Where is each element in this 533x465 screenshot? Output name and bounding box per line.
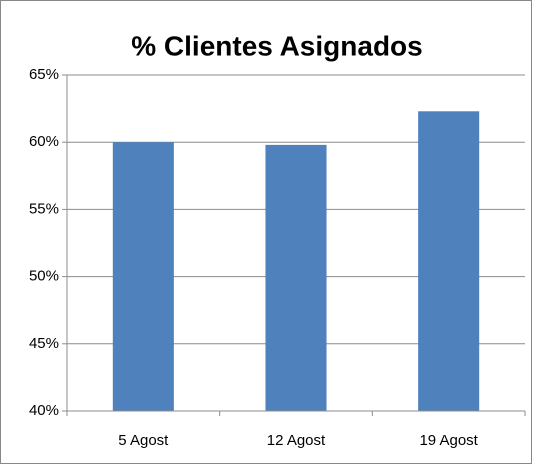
- x-tick-label: 5 Agost: [118, 432, 169, 449]
- y-tick-label: 50%: [29, 268, 59, 285]
- bar: [265, 144, 327, 411]
- y-tick-label: 45%: [29, 335, 59, 352]
- y-tick-label: 60%: [29, 133, 59, 150]
- x-tick-label: 12 Agost: [267, 432, 326, 449]
- bar: [112, 142, 174, 411]
- x-tick-label: 19 Agost: [419, 432, 478, 449]
- chart-title: % Clientes Asignados: [131, 30, 422, 61]
- y-tick-label: 65%: [29, 66, 59, 83]
- y-tick-label: 55%: [29, 200, 59, 217]
- y-tick-label: 40%: [29, 402, 59, 419]
- bar: [418, 111, 480, 412]
